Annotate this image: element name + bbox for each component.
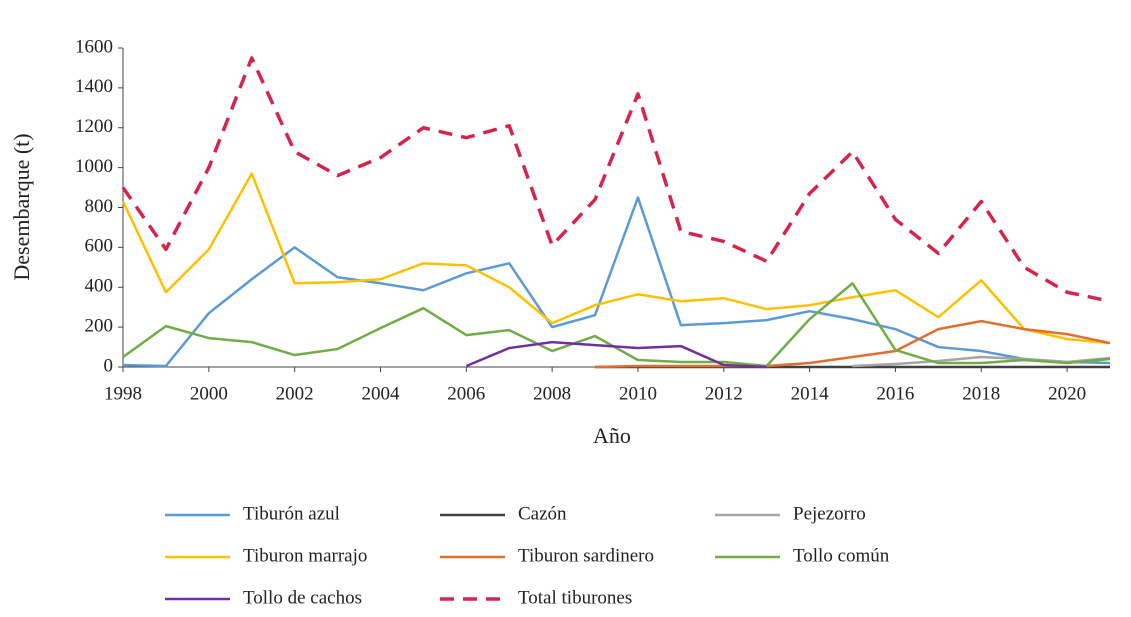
x-tick-label: 2006 — [447, 383, 485, 404]
legend-label: Tiburon sardinero — [518, 545, 654, 566]
legend-label: Pejezorro — [793, 503, 866, 524]
legend-label: Tollo de cachos — [243, 587, 362, 608]
series-line — [121, 172, 1111, 345]
series-line — [465, 340, 767, 369]
x-tick-label: 2018 — [962, 383, 1000, 404]
legend-label: Tollo común — [793, 545, 890, 566]
y-tick-label: 800 — [85, 196, 114, 217]
x-tick-label: 2000 — [190, 383, 228, 404]
legend-label: Tiburon marrajo — [243, 545, 367, 566]
series-line — [595, 319, 1111, 369]
x-axis-title: Año — [593, 423, 631, 448]
series-line — [122, 282, 1111, 368]
y-tick-label: 400 — [85, 276, 114, 297]
legend-label: Cazón — [518, 503, 567, 524]
x-tick-label: 2012 — [705, 383, 743, 404]
y-tick-label: 1600 — [75, 36, 113, 57]
x-tick-label: 2004 — [361, 383, 400, 404]
x-tick-label: 2020 — [1048, 383, 1086, 404]
y-tick-label: 0 — [104, 355, 114, 376]
x-tick-label: 2014 — [791, 383, 830, 404]
y-tick-label: 600 — [85, 236, 114, 257]
x-tick-label: 1998 — [104, 383, 142, 404]
y-tick-label: 200 — [85, 315, 114, 336]
x-tick-label: 2002 — [276, 383, 314, 404]
legend-label: Tiburón azul — [243, 503, 340, 524]
x-tick-label: 2010 — [619, 383, 657, 404]
y-tick-label: 1200 — [75, 116, 113, 137]
x-tick-label: 2016 — [876, 383, 914, 404]
y-tick-label: 1000 — [75, 156, 113, 177]
series-line — [121, 56, 1111, 303]
y-axis-title: Desembarque (t) — [9, 133, 34, 280]
y-tick-label: 1400 — [75, 76, 113, 97]
series-line — [122, 196, 1111, 368]
x-tick-label: 2008 — [533, 383, 571, 404]
legend-label: Total tiburones — [518, 587, 632, 608]
